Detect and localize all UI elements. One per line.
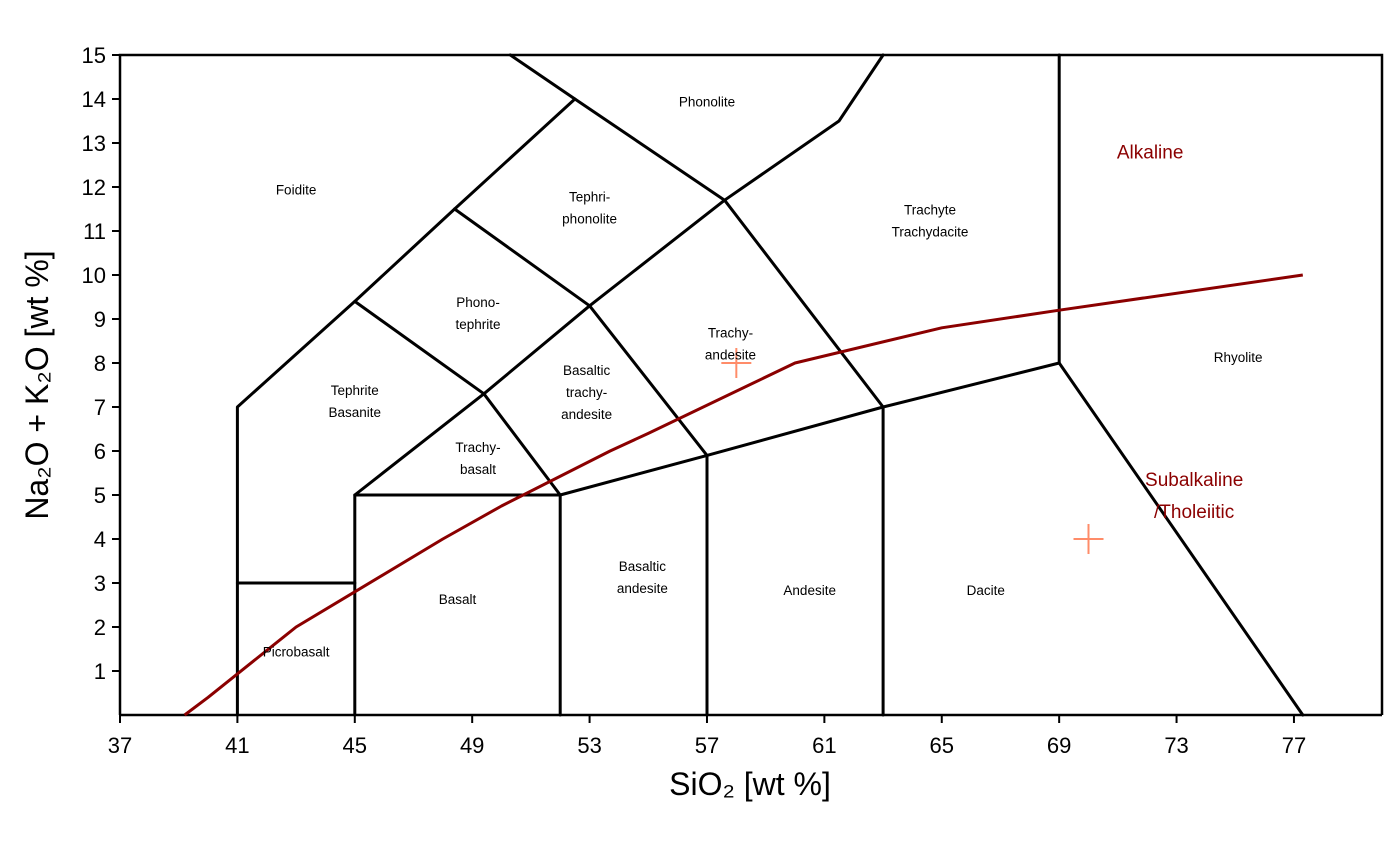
field-label: Andesite (783, 583, 836, 598)
x-axis-title: SiO₂ [wt %] (669, 766, 831, 802)
series-label: Alkaline (1117, 143, 1184, 164)
field-label: Tephri- (569, 189, 610, 204)
y-tick-label: 14 (82, 87, 106, 112)
x-tick-label: 53 (577, 733, 601, 758)
field-label: Foidite (276, 183, 317, 198)
x-tick-label: 61 (812, 733, 836, 758)
y-tick-label: 1 (94, 659, 106, 684)
field-boundary (235, 53, 577, 717)
field-label: Basaltic (563, 363, 611, 378)
y-tick-label: 15 (82, 43, 106, 68)
field-label: andesite (561, 407, 612, 422)
y-axis-title: Na₂O + K₂O [wt %] (19, 250, 55, 519)
x-tick-label: 49 (460, 733, 484, 758)
field-boundary (353, 53, 885, 396)
plot-area (112, 53, 1384, 723)
field-label: Dacite (967, 583, 1005, 598)
field-label: basalt (460, 462, 496, 477)
field-label: andesite (705, 348, 756, 363)
field-boundary (558, 53, 1061, 497)
y-tick-label: 5 (94, 483, 106, 508)
x-tick-label: 45 (343, 733, 367, 758)
y-tick-label: 11 (83, 219, 106, 244)
field-label: Basalt (439, 592, 477, 607)
field-label: Phono- (456, 295, 500, 310)
field-label: Tephrite (331, 383, 379, 398)
field-boundary (1057, 361, 1305, 717)
field-label: Rhyolite (1214, 350, 1263, 365)
data-point (1073, 524, 1104, 554)
field-label: tephrite (456, 317, 501, 332)
y-tick-label: 10 (82, 263, 106, 288)
field-label: Trachy- (708, 326, 753, 341)
y-tick-label: 9 (94, 307, 106, 332)
y-tick-label: 12 (82, 175, 106, 200)
field-label: Basanite (329, 405, 382, 420)
y-tick-label: 7 (94, 395, 106, 420)
data-point (721, 348, 752, 378)
y-tick-label: 8 (94, 351, 106, 376)
field-label: trachy- (566, 385, 607, 400)
y-tick-label: 6 (94, 439, 106, 464)
x-tick-label: 37 (108, 733, 132, 758)
field-label: Phonolite (679, 95, 735, 110)
x-tick-label: 69 (1047, 733, 1071, 758)
series-label: Subalkaline (1145, 470, 1243, 491)
field-label: Trachy- (455, 440, 500, 455)
x-tick-label: 57 (695, 733, 719, 758)
field-label: Basaltic (619, 559, 667, 574)
field-label: Picrobasalt (263, 645, 330, 660)
plot-frame (118, 53, 1384, 715)
field-label: andesite (617, 581, 668, 596)
x-tick-label: 73 (1164, 733, 1188, 758)
x-tick-label: 41 (225, 733, 249, 758)
series-label: /Tholeiitic (1154, 502, 1234, 523)
field-label: Trachyte (904, 203, 956, 218)
field-boundary (453, 207, 709, 717)
y-tick-label: 2 (94, 615, 106, 640)
label-layer: 37 41 45 49 53 57 61 65 69 73 77123456789101112131… (82, 43, 1307, 758)
y-tick-label: 4 (94, 527, 106, 552)
alkaline-divider-line (183, 273, 1304, 717)
field-boundary (353, 493, 562, 717)
field-label: Trachydacite (892, 225, 969, 240)
x-tick-label: 77 (1282, 733, 1306, 758)
field-label: phonolite (562, 211, 617, 226)
y-tick-label: 13 (82, 131, 106, 156)
field-boundary (353, 392, 562, 497)
y-tick-label: 3 (94, 571, 106, 596)
x-tick-label: 65 (930, 733, 954, 758)
field-boundary (573, 97, 885, 717)
